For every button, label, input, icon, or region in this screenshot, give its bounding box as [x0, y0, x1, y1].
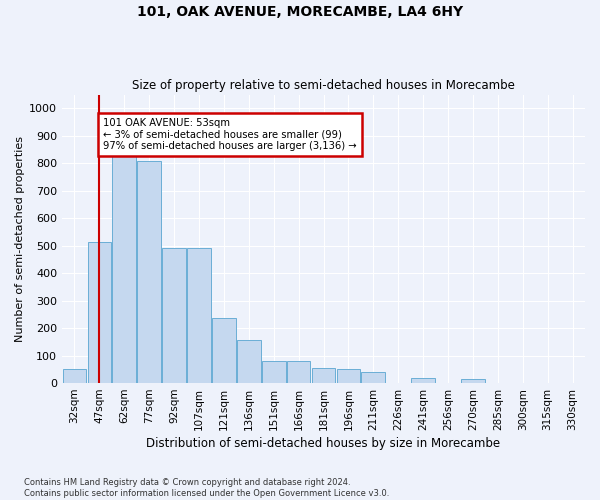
Bar	[411, 378, 435, 383]
X-axis label: Distribution of semi-detached houses by size in Morecambe: Distribution of semi-detached houses by …	[146, 437, 500, 450]
Text: Contains HM Land Registry data © Crown copyright and database right 2024.
Contai: Contains HM Land Registry data © Crown c…	[24, 478, 389, 498]
Bar	[62, 370, 86, 383]
Bar	[187, 248, 211, 383]
Bar	[337, 370, 360, 383]
Bar	[461, 379, 485, 383]
Y-axis label: Number of semi-detached properties: Number of semi-detached properties	[15, 136, 25, 342]
Bar	[361, 372, 385, 383]
Title: Size of property relative to semi-detached houses in Morecambe: Size of property relative to semi-detach…	[132, 79, 515, 92]
Bar	[212, 318, 236, 383]
Bar	[88, 242, 111, 383]
Bar	[311, 368, 335, 383]
Text: 101 OAK AVENUE: 53sqm
← 3% of semi-detached houses are smaller (99)
97% of semi-: 101 OAK AVENUE: 53sqm ← 3% of semi-detac…	[103, 118, 357, 151]
Bar	[237, 340, 260, 383]
Text: 101, OAK AVENUE, MORECAMBE, LA4 6HY: 101, OAK AVENUE, MORECAMBE, LA4 6HY	[137, 5, 463, 19]
Bar	[287, 361, 310, 383]
Bar	[262, 361, 286, 383]
Bar	[162, 248, 186, 383]
Bar	[137, 160, 161, 383]
Bar	[112, 152, 136, 383]
